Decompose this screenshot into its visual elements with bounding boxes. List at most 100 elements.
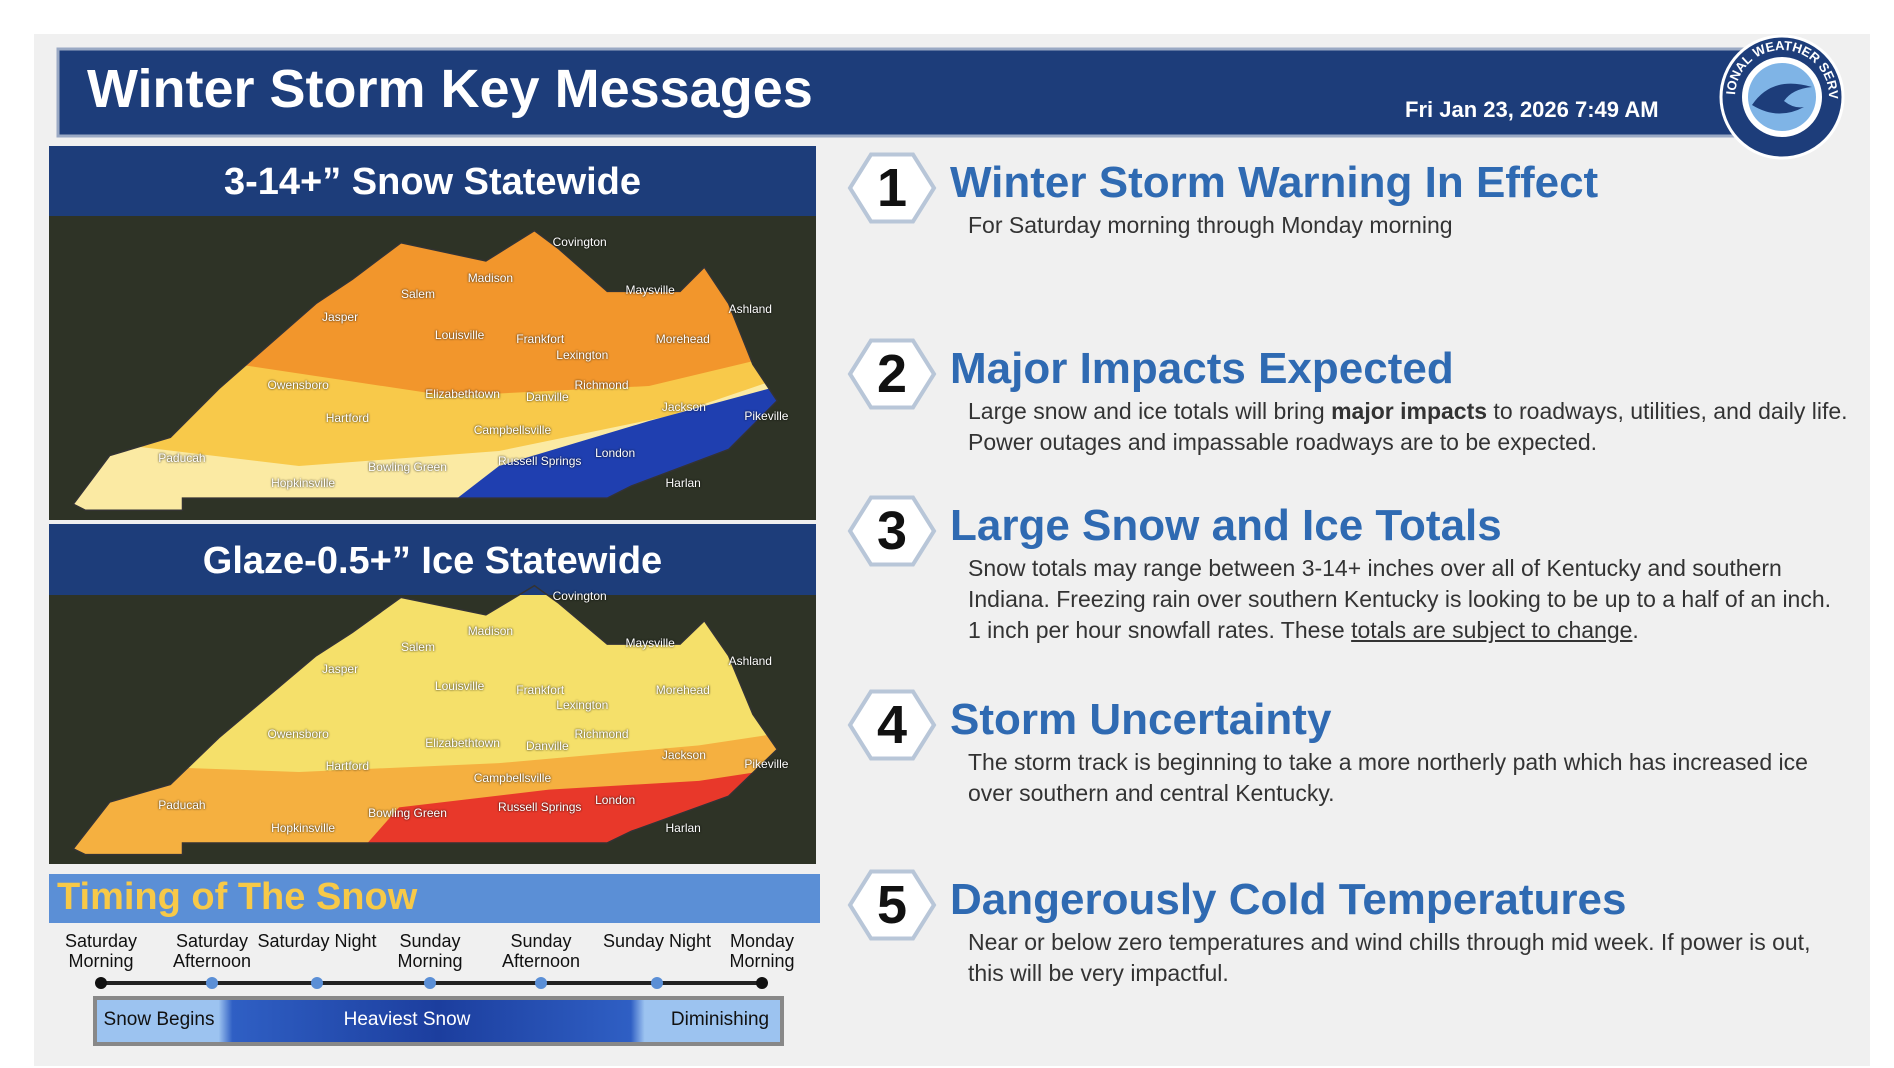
logo — [1752, 83, 1812, 114]
city-label: Russell Springs — [498, 453, 582, 468]
timeline-dot — [535, 977, 547, 989]
city-label: Ashland — [728, 301, 772, 316]
message-title: Dangerously Cold Temperatures — [950, 875, 1627, 924]
number-hexagon — [847, 495, 937, 567]
state-outline — [72, 229, 779, 512]
number-hexagon — [847, 338, 937, 410]
body-text: Near or below zero temperatures and wind… — [968, 929, 1811, 986]
city-label: Campbellsville — [473, 423, 552, 438]
body-text: . — [1632, 617, 1639, 643]
map-title: 3-14+” Snow Statewide — [223, 161, 642, 203]
body-text: to roadways, utilities, and daily life. … — [968, 398, 1848, 455]
city-label: Morehead — [655, 332, 710, 347]
city-label: Frankfort — [516, 332, 565, 347]
phase-label: Diminishing — [670, 1009, 770, 1030]
timing-title: Timing of The Snow — [57, 876, 418, 918]
message-body: For Saturday morning through Monday morn… — [968, 210, 1848, 241]
city-label: Bowling Green — [368, 805, 447, 820]
city-label: Russell Springs — [498, 799, 582, 814]
city-label: Danville — [525, 390, 569, 405]
city-label: Louisville — [434, 679, 485, 694]
timeline-dot — [311, 977, 323, 989]
header-bar — [56, 47, 1750, 138]
message-body: Snow totals may range between 3-14+ inch… — [968, 553, 1848, 646]
message-title: Storm Uncertainty — [950, 695, 1332, 744]
city-label: London — [595, 792, 636, 807]
emphasis: major impacts — [1331, 398, 1488, 424]
city-label: Richmond — [574, 727, 629, 742]
body-text: Snow totals may range between 3-14+ inch… — [968, 555, 1832, 643]
city-label: Salem — [400, 287, 435, 302]
message-title: Large Snow and Ice Totals — [950, 501, 1502, 550]
city-label: Owensboro — [267, 727, 329, 742]
city-label: Frankfort — [516, 682, 565, 697]
message-title: Major Impacts Expected — [950, 344, 1454, 393]
city-label: Paducah — [158, 797, 206, 812]
city-label: Covington — [552, 589, 607, 604]
title: Winter Storm Key Messages — [87, 59, 813, 119]
message-body: Large snow and ice totals will bring maj… — [968, 396, 1848, 458]
message-number: 4 — [876, 695, 908, 755]
city-label: Lexington — [556, 347, 609, 362]
period-label: Sunday Afternoon — [501, 931, 581, 971]
city-label: Lexington — [556, 698, 609, 713]
timeline-dot — [651, 977, 663, 989]
phase-label: Heaviest Snow — [343, 1009, 471, 1030]
city-label: Madison — [467, 624, 514, 639]
city-label: Hopkinsville — [271, 820, 336, 835]
city-label: Hopkinsville — [271, 475, 336, 490]
message-title: Winter Storm Warning In Effect — [950, 158, 1599, 207]
timeline-dot — [95, 977, 107, 989]
period-label: Saturday Night — [257, 931, 377, 951]
number-hexagon — [847, 152, 937, 224]
city-label: Jasper — [322, 310, 359, 325]
body-text: The storm track is beginning to take a m… — [968, 749, 1808, 806]
timeline-dot — [424, 977, 436, 989]
state-outline — [72, 584, 779, 856]
map-title-bar — [49, 524, 816, 595]
message-number: 2 — [876, 344, 908, 404]
city-label: Hartford — [325, 411, 370, 426]
city-label: Louisville — [434, 328, 485, 343]
message-body: The storm track is beginning to take a m… — [968, 747, 1848, 809]
phase-label: Snow Begins — [103, 1009, 215, 1030]
message-number: 5 — [876, 875, 908, 935]
city-label: Paducah — [158, 451, 206, 466]
city-label: Elizabethtown — [425, 735, 500, 750]
city-label: Jackson — [661, 400, 706, 415]
city-label: Pikeville — [744, 408, 789, 423]
city-label: Owensboro — [267, 378, 329, 393]
city-label: Salem — [400, 639, 435, 654]
message-number: 3 — [876, 501, 908, 561]
city-label: Ashland — [728, 653, 772, 668]
message-number: 1 — [876, 158, 908, 218]
number-hexagon — [847, 689, 937, 761]
period-label: Monday Morning — [729, 931, 795, 971]
timeline-dot — [206, 977, 218, 989]
city-label: Harlan — [665, 475, 701, 490]
phase-bar — [93, 996, 784, 1046]
city-label: Maysville — [625, 636, 675, 651]
link-text: totals are subject to change — [1351, 617, 1633, 643]
city-label: London — [595, 446, 636, 461]
city-label: Campbellsville — [473, 770, 552, 785]
city-label: Richmond — [574, 378, 629, 393]
city-label: Madison — [467, 271, 514, 286]
city-label: Hartford — [325, 758, 370, 773]
city-label: Elizabethtown — [425, 386, 500, 401]
city-label: Danville — [525, 739, 569, 754]
city-label: Maysville — [625, 283, 675, 298]
timeline-dot — [756, 977, 768, 989]
city-label: Jackson — [661, 748, 706, 763]
datetime: Fri Jan 23, 2026 7:49 AM — [1405, 97, 1659, 122]
body-text: For Saturday morning through Monday morn… — [968, 212, 1453, 238]
period-label: Saturday Afternoon — [172, 931, 252, 971]
period-label: Saturday Morning — [64, 931, 138, 971]
map-title: Glaze-0.5+” Ice Statewide — [202, 540, 663, 582]
body-text: Large snow and ice totals will bring — [968, 398, 1332, 424]
message-body: Near or below zero temperatures and wind… — [968, 927, 1848, 989]
city-label: Pikeville — [744, 756, 789, 771]
period-label: Sunday Night — [602, 931, 712, 951]
